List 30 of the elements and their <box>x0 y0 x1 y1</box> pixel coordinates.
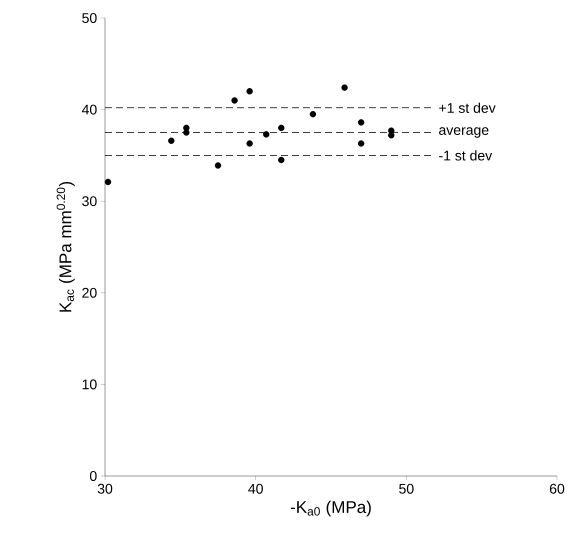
point <box>358 140 364 147</box>
point <box>168 138 174 144</box>
point <box>104 178 112 186</box>
y-tick-label: 0 <box>90 471 97 481</box>
ref-line-label: +1 st dev <box>439 102 496 113</box>
y-tick-label: 10 <box>82 379 97 390</box>
point <box>263 131 270 138</box>
y-tick-label: 20 <box>82 288 97 298</box>
x-axis-title: -K$_{a0}$ (MPa) <box>290 500 371 516</box>
point <box>388 132 394 138</box>
point <box>358 119 364 126</box>
x-tick-label: 30 <box>98 484 112 494</box>
ref-line-label: average <box>439 127 488 138</box>
ref-line-label: -1 st dev <box>439 150 492 161</box>
y-tick-label: 40 <box>82 104 97 115</box>
point <box>310 110 316 118</box>
x-tick-label: 40 <box>248 484 263 494</box>
point <box>246 140 253 147</box>
x-tick-label: 60 <box>550 484 564 494</box>
x-tick-label: 50 <box>399 484 414 494</box>
y-axis-title: K$_{ac}$ (MPa mm$^{0.20}$) <box>56 182 75 312</box>
point <box>214 162 222 169</box>
point <box>246 88 253 94</box>
point <box>231 97 238 104</box>
point <box>341 84 348 91</box>
y-tick-label: 30 <box>82 196 97 206</box>
point <box>278 124 284 132</box>
point <box>278 156 284 164</box>
point <box>183 129 190 136</box>
y-tick-label: 50 <box>82 13 97 23</box>
